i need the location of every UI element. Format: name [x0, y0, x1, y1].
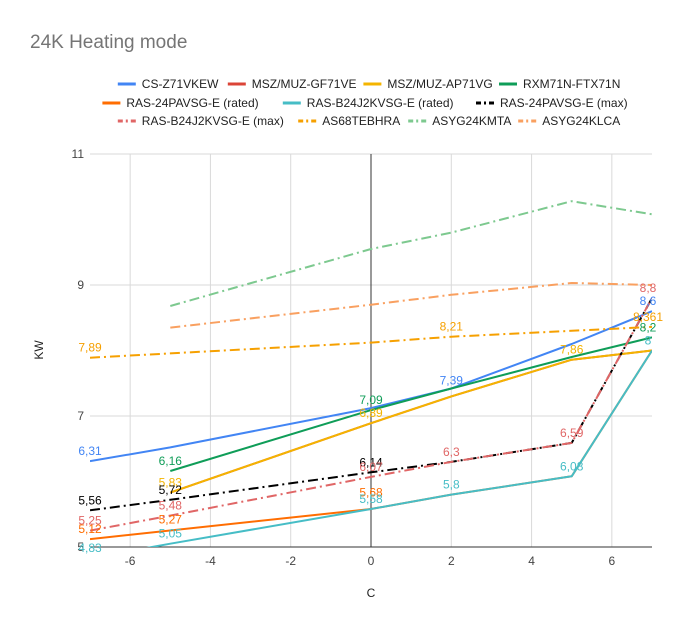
data-label: 8,6 — [640, 294, 657, 308]
series-line — [90, 325, 652, 359]
series-line — [170, 336, 652, 472]
legend-label[interactable]: RXM71N-FTX71N — [523, 77, 620, 91]
data-label: 5,27 — [159, 512, 183, 526]
legend-label[interactable]: ASYG24KLCA — [542, 114, 620, 128]
series-line — [90, 297, 652, 512]
x-tick-label: 2 — [448, 554, 455, 568]
data-label: 6,16 — [159, 454, 183, 468]
legend-label[interactable]: AS68TEBHRA — [322, 114, 400, 128]
chart-title: 24K Heating mode — [30, 32, 188, 53]
data-label: 5,68 — [359, 485, 383, 499]
legend-label[interactable]: ASYG24KMTA — [432, 114, 511, 128]
data-label: 8 — [645, 334, 652, 348]
legend-label[interactable]: MSZ/MUZ-GF71VE — [252, 77, 357, 91]
data-label: 8,8 — [640, 281, 657, 295]
data-label: 6,89 — [359, 406, 383, 420]
data-label: 6,59 — [560, 426, 584, 440]
data-label: 5,8 — [443, 478, 460, 492]
data-label: 6,31 — [78, 444, 102, 458]
y-tick-label: 9 — [77, 278, 84, 292]
data-label: 5,25 — [78, 514, 102, 528]
data-label: 5,58 — [359, 492, 383, 506]
y-axis-label: KW — [32, 340, 46, 360]
y-tick-label: 7 — [77, 409, 84, 423]
data-label: 8,21 — [440, 320, 464, 334]
data-label: 7,09 — [359, 393, 383, 407]
x-tick-label: 4 — [528, 554, 535, 568]
legend-label[interactable]: RAS-24PAVSG-E (rated) — [126, 96, 258, 110]
data-label: 8,2 — [640, 320, 657, 334]
data-label: 4,83 — [78, 541, 102, 555]
series-line — [170, 282, 652, 329]
y-tick-label: 5 — [77, 540, 84, 554]
x-axis-label: C — [367, 586, 376, 600]
axes: -6 -4 -2 0 2 4 6 5 7 9 11 — [72, 147, 652, 568]
series-line — [170, 200, 652, 307]
data-label: 5,12 — [78, 522, 102, 536]
x-tick-label: -4 — [205, 554, 216, 568]
x-tick-label: -6 — [125, 554, 136, 568]
x-tick-label: 6 — [609, 554, 616, 568]
data-labels: 6,31 6,16 5,835,72 5,56 5,485,27 5,255,12 5,05… — [78, 281, 663, 555]
y-tick-label: 11 — [72, 147, 85, 161]
legend-label[interactable]: RAS-B24J2KVSG-E (rated) — [307, 96, 454, 110]
data-label: 8,361 — [633, 310, 663, 324]
data-label: 7,86 — [560, 343, 584, 357]
data-label: 7,39 — [440, 373, 464, 387]
data-label: 5,83 — [159, 476, 183, 490]
data-label: 6,07 — [359, 460, 383, 474]
data-label: 5,56 — [78, 493, 102, 507]
legend-label[interactable]: MSZ/MUZ-AP71VG — [387, 77, 492, 91]
legend: CS-Z71VKEW MSZ/MUZ-GF71VE MSZ/MUZ-AP71VG RX… — [102, 77, 628, 128]
data-label: 6,08 — [560, 459, 584, 473]
series-line — [146, 349, 652, 547]
data-label: 6,3 — [443, 445, 460, 459]
x-tick-label: 0 — [368, 554, 375, 568]
data-label: 6,14 — [359, 455, 383, 469]
legend-label[interactable]: RAS-B24J2KVSG-E (max) — [142, 114, 284, 128]
series-line — [90, 297, 652, 532]
data-label: 7,89 — [78, 341, 102, 355]
data-label: 5,48 — [159, 499, 183, 513]
x-tick-label: -2 — [285, 554, 296, 568]
data-label: 5,05 — [159, 527, 183, 541]
series-line — [169, 349, 652, 494]
series-lines — [90, 200, 652, 547]
legend-label[interactable]: RAS-24PAVSG-E (max) — [500, 96, 628, 110]
legend-label[interactable]: CS-Z71VKEW — [142, 77, 219, 91]
data-label: 5,72 — [159, 483, 183, 497]
